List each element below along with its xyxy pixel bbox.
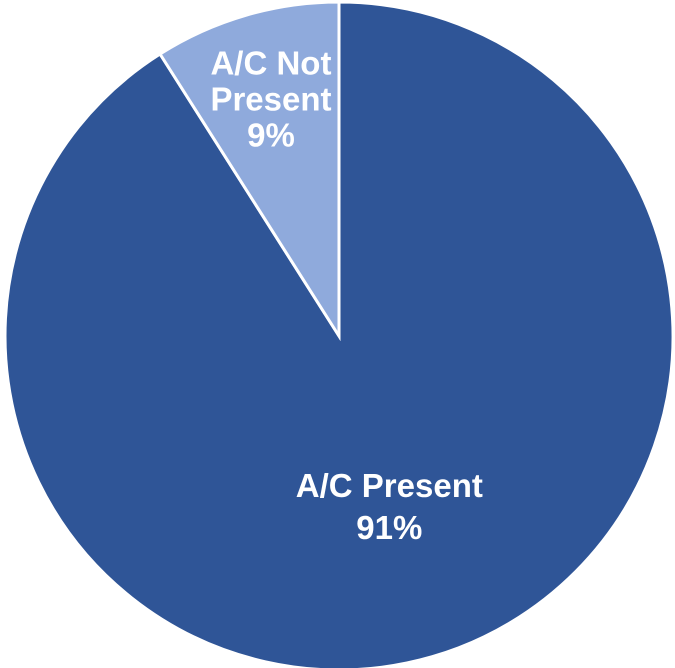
pie-slice-a-c-not-present <box>157 0 341 342</box>
pie-category-label: A/C Present <box>296 467 483 504</box>
pie-value-label: 9% <box>247 117 295 154</box>
pie-value-label: 91% <box>356 509 422 546</box>
pie-category-label: A/C Not <box>210 45 331 82</box>
pie-slice-a-c-present <box>3 0 675 668</box>
pie-category-label: Present <box>210 81 331 118</box>
pie-label-a-c-present: A/C Present 91% <box>296 467 483 546</box>
